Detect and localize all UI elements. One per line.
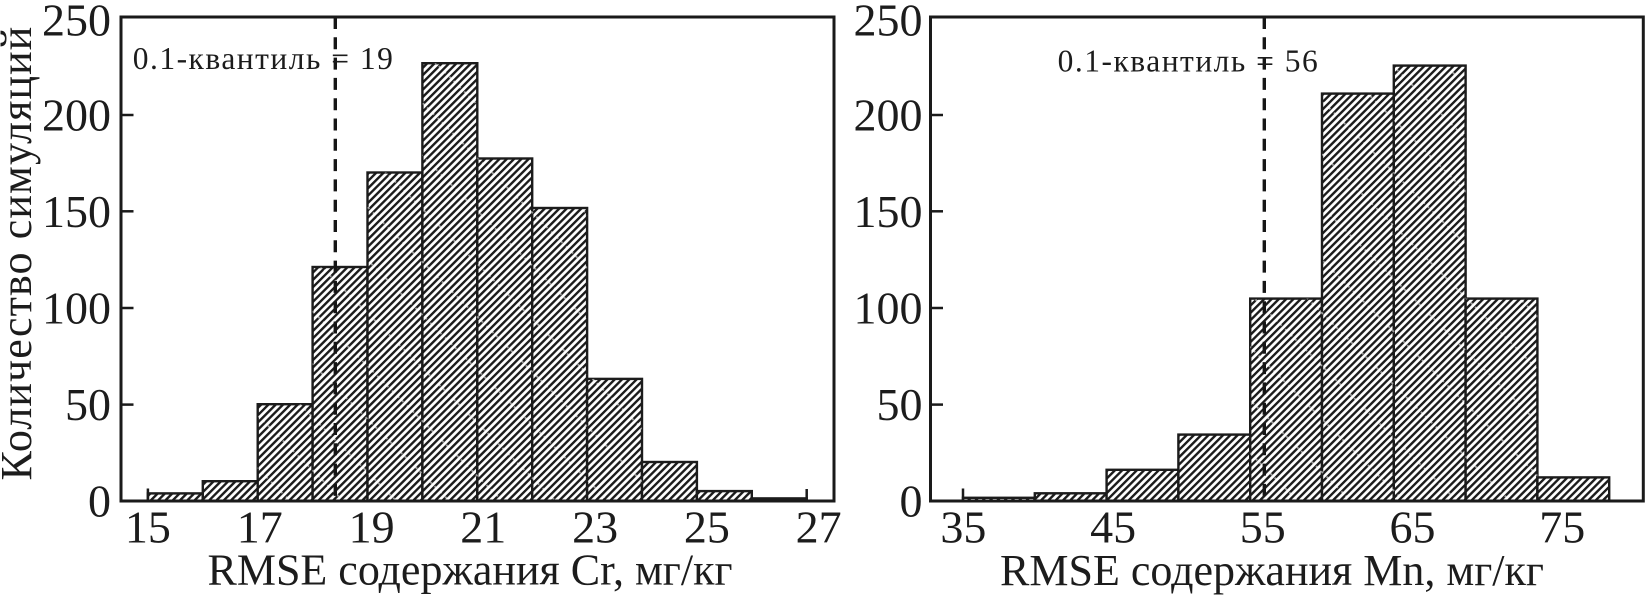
svg-text:17: 17: [237, 502, 283, 553]
svg-text:150: 150: [854, 186, 923, 237]
svg-text:45: 45: [1090, 502, 1136, 553]
svg-text:200: 200: [42, 90, 111, 141]
svg-text:250: 250: [42, 0, 111, 46]
svg-text:15: 15: [125, 502, 171, 553]
svg-text:200: 200: [854, 90, 923, 141]
svg-text:23: 23: [572, 502, 618, 553]
svg-text:75: 75: [1539, 502, 1585, 553]
svg-text:0: 0: [88, 476, 111, 527]
svg-text:RMSE содержания Cr, мг/кг: RMSE содержания Cr, мг/кг: [207, 546, 732, 595]
svg-text:150: 150: [42, 186, 111, 237]
svg-text:50: 50: [877, 379, 923, 430]
svg-text:27: 27: [796, 502, 842, 553]
svg-text:35: 35: [940, 502, 986, 553]
svg-text:250: 250: [854, 0, 923, 46]
svg-text:100: 100: [854, 283, 923, 334]
svg-text:55: 55: [1240, 502, 1286, 553]
svg-text:0.1-квантиль = 19: 0.1-квантиль = 19: [133, 41, 395, 76]
svg-text:100: 100: [42, 283, 111, 334]
svg-text:65: 65: [1390, 502, 1436, 553]
svg-text:0: 0: [900, 476, 923, 527]
svg-text:Количество симуляций: Количество симуляций: [0, 26, 41, 481]
svg-text:0.1-квантиль = 56: 0.1-квантиль = 56: [1058, 44, 1320, 79]
svg-text:25: 25: [684, 502, 730, 553]
svg-text:21: 21: [460, 502, 506, 553]
svg-text:50: 50: [65, 379, 111, 430]
svg-text:19: 19: [349, 502, 395, 553]
svg-text:RMSE содержания Mn, мг/кг: RMSE содержания Mn, мг/кг: [1000, 546, 1544, 595]
